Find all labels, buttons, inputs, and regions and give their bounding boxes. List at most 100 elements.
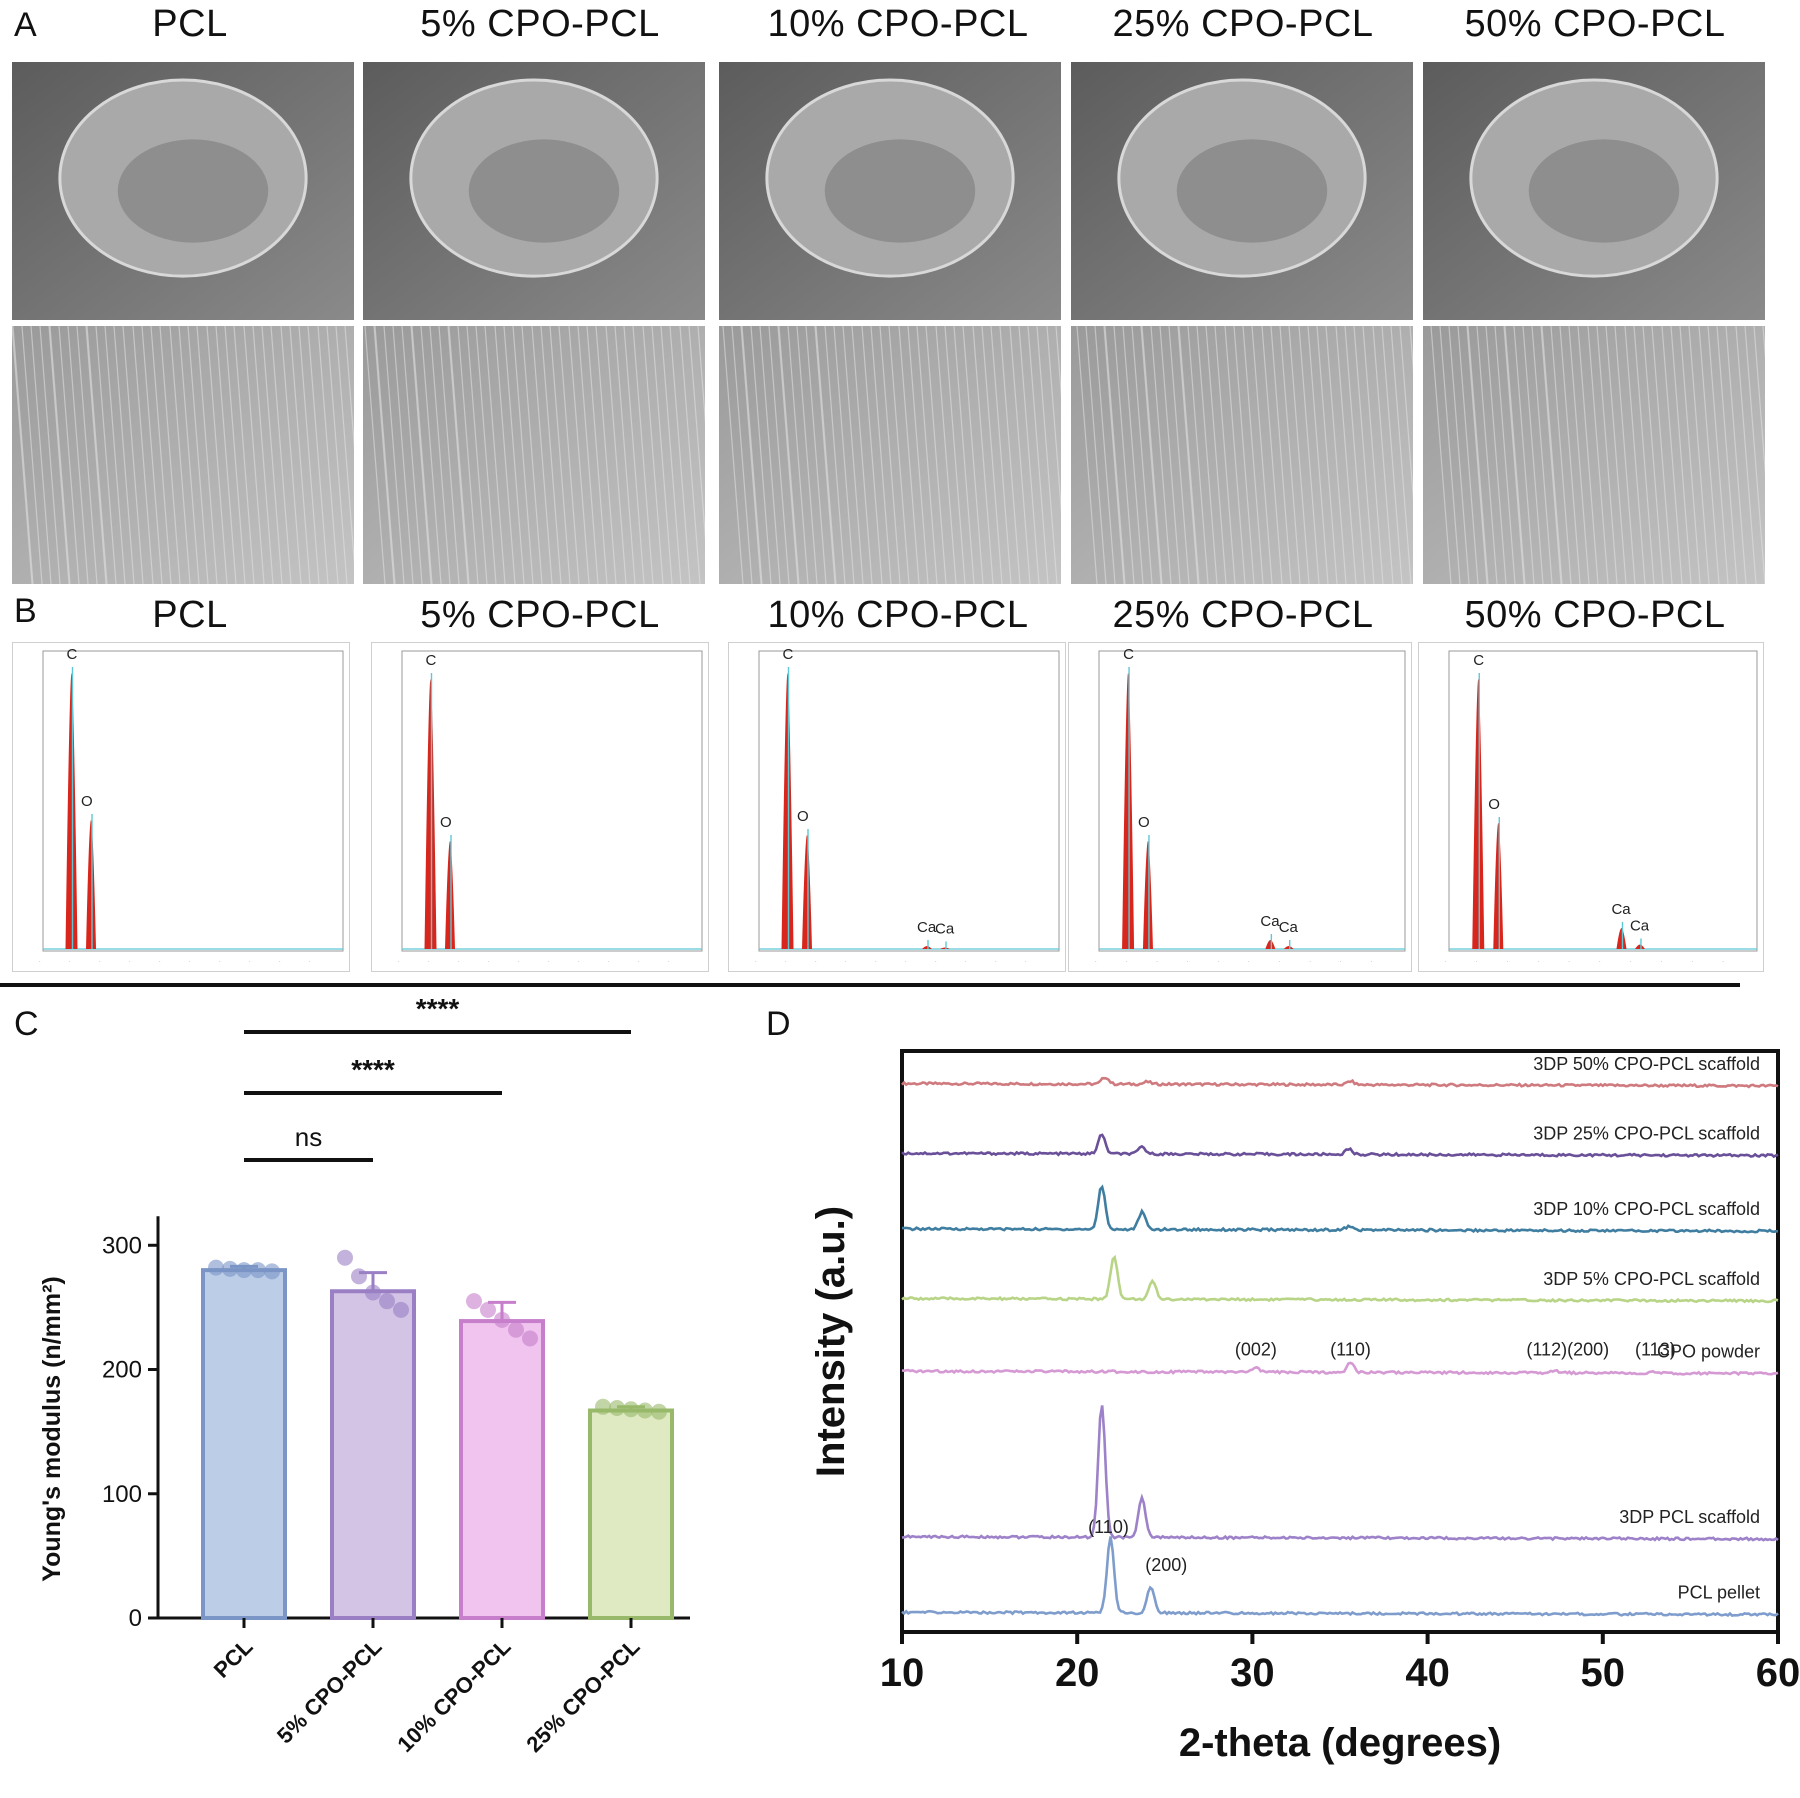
eds-tick-label: ·	[608, 959, 610, 965]
series-label: 3DP PCL scaffold	[1619, 1507, 1760, 1527]
x-tick-label: 50	[1581, 1651, 1626, 1695]
eds-element-label: O	[81, 793, 93, 810]
eds-element-label: C	[426, 652, 437, 669]
eds-element-label: C	[67, 646, 78, 663]
data-point	[222, 1260, 238, 1277]
data-point	[595, 1398, 611, 1415]
xrd-trace	[901, 1536, 1779, 1618]
eds-tick-label: ·	[548, 959, 550, 965]
eds-element-label: Ca	[1630, 918, 1650, 935]
sem-surface-image	[363, 326, 705, 584]
eds-tick-label: ·	[279, 959, 281, 965]
x-tick-label: 40	[1405, 1651, 1450, 1695]
eds-element-label: C	[1473, 652, 1484, 669]
eds-tick-label: ·	[995, 959, 997, 965]
data-point	[466, 1293, 482, 1310]
peak-annotation: (110)	[1088, 1517, 1129, 1537]
significance-label: ****	[416, 993, 460, 1024]
eds-tick-label: ·	[1722, 959, 1724, 965]
eds-tick-label: ·	[935, 959, 937, 965]
eds-title-25: 25% CPO-PCL	[1112, 594, 1374, 636]
eds-tick-label: ·	[69, 959, 71, 965]
eds-tick-label: ·	[785, 959, 787, 965]
eds-tick-label: ·	[668, 959, 670, 965]
sem-surface-image	[719, 326, 1061, 584]
significance-label: ns	[295, 1122, 322, 1152]
peak-annotation: (002)	[1235, 1339, 1277, 1359]
eds-element-label: C	[1123, 646, 1134, 663]
eds-tick-label: ·	[219, 959, 221, 965]
eds-tick-label: ·	[1248, 959, 1250, 965]
eds-title-10: 10% CPO-PCL	[767, 594, 1029, 636]
x-tick-label: 60	[1756, 1651, 1800, 1695]
data-point	[637, 1402, 653, 1419]
data-point	[264, 1263, 280, 1280]
y-tick-label: 300	[102, 1232, 142, 1259]
eds-tick-label: ·	[1370, 959, 1372, 965]
eds-tick-label: ·	[638, 959, 640, 965]
eds-tick-label: ·	[815, 959, 817, 965]
eds-tick-label: ·	[1309, 959, 1311, 965]
eds-spectrum-0: C O · · · · · · · · · ·	[12, 642, 350, 972]
eds-element-label: Ca	[1611, 901, 1631, 918]
eds-tick-label: ·	[428, 959, 430, 965]
xrd-trace	[901, 1076, 1779, 1089]
bar	[588, 1408, 674, 1620]
eds-tick-label: ·	[1340, 959, 1342, 965]
panel-label-c: C	[14, 1005, 39, 1043]
eds-tick-label: ·	[578, 959, 580, 965]
series-label: 3DP 5% CPO-PCL scaffold	[1543, 1269, 1760, 1289]
panel-label-a: A	[14, 6, 37, 44]
y-tick-label: 200	[102, 1357, 142, 1384]
eds-tick-label: ·	[755, 959, 757, 965]
eds-tick-label: ·	[398, 959, 400, 965]
series-label: CPO powder	[1657, 1341, 1760, 1361]
eds-tick-label: ·	[159, 959, 161, 965]
eds-tick-label: ·	[1568, 959, 1570, 965]
y-axis-label: Intensity (a.u.)	[809, 1206, 853, 1477]
x-tick-label: 10% CPO-PCL	[392, 1634, 515, 1757]
data-point	[365, 1284, 381, 1301]
x-axis-label: 2-theta (degrees)	[1179, 1721, 1501, 1765]
eds-tick-label: ·	[189, 959, 191, 965]
y-tick-label: 100	[102, 1481, 142, 1508]
eds-peak-Ca2	[940, 947, 950, 949]
eds-peak-O	[445, 841, 455, 949]
series-label: 3DP 50% CPO-PCL scaffold	[1533, 1054, 1760, 1074]
data-point	[236, 1262, 252, 1279]
panel-label-b: B	[14, 592, 37, 630]
sem-cross-section-image	[12, 62, 354, 320]
eds-tick-label: ·	[1217, 959, 1219, 965]
eds-tick-label: ·	[905, 959, 907, 965]
sem-title-10: 10% CPO-PCL	[767, 3, 1029, 45]
data-point	[609, 1400, 625, 1417]
peak-annotation: (113)	[1635, 1339, 1676, 1359]
eds-peak-Ca2	[1634, 944, 1645, 949]
data-point	[651, 1403, 667, 1420]
eds-tick-label: ·	[1095, 959, 1097, 965]
sem-title-5: 5% CPO-PCL	[420, 3, 660, 45]
eds-title-5: 5% CPO-PCL	[420, 594, 660, 636]
eds-tick-label: ·	[1156, 959, 1158, 965]
eds-peak-Ca1	[922, 946, 932, 949]
eds-element-label: O	[1488, 796, 1500, 813]
data-point	[623, 1401, 639, 1418]
eds-tick-label: ·	[1187, 959, 1189, 965]
eds-element-label: Ca	[935, 921, 955, 938]
series-label: 3DP 25% CPO-PCL scaffold	[1533, 1124, 1760, 1144]
eds-tick-label: ·	[458, 959, 460, 965]
eds-peak-O	[1142, 841, 1153, 949]
eds-spectrum-2: C O Ca Ca · · · · · · · · · ·	[728, 642, 1066, 972]
eds-element-label: C	[783, 646, 794, 663]
eds-tick-label: ·	[99, 959, 101, 965]
eds-tick-label: ·	[129, 959, 131, 965]
x-tick-label: 30	[1230, 1651, 1275, 1695]
eds-spectrum-4: C O Ca Ca · · · · · · · · · ·	[1418, 642, 1764, 972]
data-point	[393, 1301, 409, 1318]
x-tick-label: 5% CPO-PCL	[272, 1634, 386, 1748]
eds-peak-C	[781, 673, 794, 949]
x-tick-label: 10	[880, 1651, 925, 1695]
eds-tick-label: ·	[1445, 959, 1447, 965]
eds-tick-label: ·	[1537, 959, 1539, 965]
section-divider	[0, 983, 1740, 987]
